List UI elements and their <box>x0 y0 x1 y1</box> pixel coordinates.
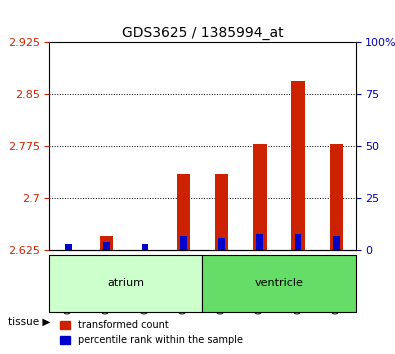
Bar <box>330 144 343 250</box>
Bar <box>256 234 263 250</box>
Bar <box>215 174 228 250</box>
Bar <box>142 244 149 250</box>
FancyBboxPatch shape <box>49 255 202 312</box>
Bar <box>177 174 190 250</box>
Bar <box>333 236 340 250</box>
Bar <box>218 238 225 250</box>
FancyBboxPatch shape <box>202 255 356 312</box>
Bar <box>138 250 152 252</box>
Bar <box>100 236 113 250</box>
Text: tissue ▶: tissue ▶ <box>8 317 50 327</box>
Bar <box>292 81 305 250</box>
Text: atrium: atrium <box>107 278 145 287</box>
Bar <box>180 236 187 250</box>
Legend: transformed count, percentile rank within the sample: transformed count, percentile rank withi… <box>56 316 246 349</box>
Title: GDS3625 / 1385994_at: GDS3625 / 1385994_at <box>122 26 283 40</box>
Bar <box>65 244 72 250</box>
Bar <box>103 242 110 250</box>
Bar <box>253 144 267 250</box>
Text: ventricle: ventricle <box>254 278 303 287</box>
Bar <box>295 234 301 250</box>
